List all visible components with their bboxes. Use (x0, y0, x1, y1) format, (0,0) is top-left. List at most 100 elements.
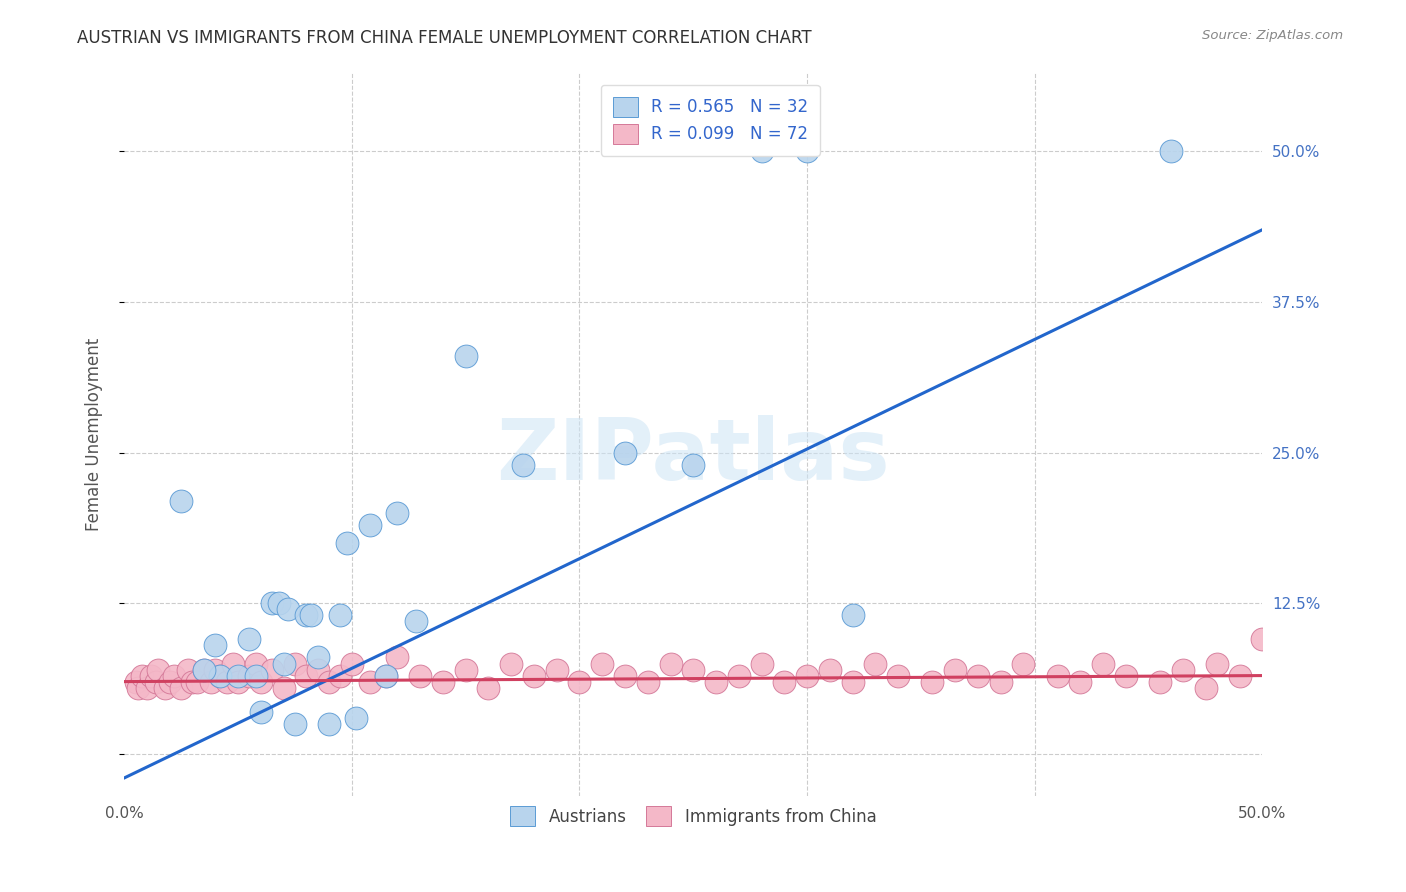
Point (1206, 657, 1229, 671)
Point (796, 145, 818, 159)
Point (943, 663, 966, 677)
Point (193, 663, 215, 677)
Point (273, 657, 295, 671)
Point (159, 674, 181, 689)
Legend: Austrians, Immigrants from China: Austrians, Immigrants from China (502, 797, 884, 835)
Point (249, 705, 271, 719)
Point (124, 674, 146, 689)
Point (501, 657, 523, 671)
Point (921, 674, 943, 689)
Point (796, 668, 818, 682)
Point (204, 639, 226, 653)
Point (773, 674, 796, 689)
Point (359, 674, 381, 689)
Point (614, 668, 637, 682)
Point (135, 681, 157, 695)
Point (1046, 668, 1069, 682)
Point (454, 663, 477, 677)
Point (295, 608, 318, 623)
Point (277, 602, 299, 616)
Point (284, 716, 307, 731)
Point (127, 681, 149, 695)
Point (405, 615, 427, 629)
Point (226, 674, 249, 689)
Point (307, 663, 329, 677)
Point (1229, 668, 1251, 682)
Point (432, 674, 454, 689)
Point (375, 668, 398, 682)
Point (307, 650, 329, 665)
Point (329, 668, 352, 682)
Point (148, 663, 170, 677)
Point (215, 674, 238, 689)
Point (204, 663, 226, 677)
Point (344, 711, 367, 725)
Point (208, 668, 231, 682)
Point (967, 668, 990, 682)
Point (1115, 668, 1137, 682)
Point (284, 657, 307, 671)
Point (208, 668, 231, 682)
Point (186, 674, 208, 689)
Point (659, 657, 682, 671)
Point (704, 674, 727, 689)
Point (727, 668, 749, 682)
Point (751, 145, 773, 159)
Point (153, 681, 176, 695)
Point (249, 674, 271, 689)
Point (177, 663, 200, 677)
Point (990, 674, 1012, 689)
Text: AUSTRIAN VS IMMIGRANTS FROM CHINA FEMALE UNEMPLOYMENT CORRELATION CHART: AUSTRIAN VS IMMIGRANTS FROM CHINA FEMALE… (77, 29, 811, 46)
Point (170, 681, 193, 695)
Point (682, 458, 704, 472)
Point (267, 596, 290, 610)
Y-axis label: Female Unemployment: Female Unemployment (86, 338, 103, 531)
Point (145, 674, 167, 689)
Point (340, 657, 363, 671)
Point (454, 349, 477, 363)
Point (1092, 657, 1115, 671)
Point (512, 458, 534, 472)
Point (163, 668, 186, 682)
Point (1149, 674, 1171, 689)
Point (141, 668, 163, 682)
Point (841, 674, 863, 689)
Point (1251, 632, 1274, 647)
Point (262, 663, 284, 677)
Point (262, 596, 284, 610)
Point (387, 506, 409, 520)
Point (181, 674, 204, 689)
Point (1194, 681, 1216, 695)
Point (375, 668, 398, 682)
Point (200, 674, 222, 689)
Point (238, 668, 260, 682)
Point (1069, 674, 1091, 689)
Point (295, 668, 318, 682)
Point (329, 608, 352, 623)
Point (682, 663, 704, 677)
Point (131, 668, 153, 682)
Point (318, 674, 340, 689)
Point (193, 663, 215, 677)
Point (614, 445, 637, 459)
Point (238, 632, 260, 647)
Point (818, 663, 841, 677)
Point (523, 668, 546, 682)
Point (887, 668, 910, 682)
Text: ZIPatlas: ZIPatlas (496, 415, 890, 498)
Point (387, 650, 409, 665)
Point (245, 657, 267, 671)
Point (409, 668, 432, 682)
Point (865, 657, 887, 671)
Point (359, 517, 381, 532)
Point (170, 493, 193, 508)
Point (477, 681, 499, 695)
Point (1012, 657, 1035, 671)
Point (751, 657, 773, 671)
Point (568, 674, 591, 689)
Point (336, 536, 359, 550)
Point (1171, 663, 1194, 677)
Point (591, 657, 613, 671)
Point (273, 681, 295, 695)
Point (318, 716, 340, 731)
